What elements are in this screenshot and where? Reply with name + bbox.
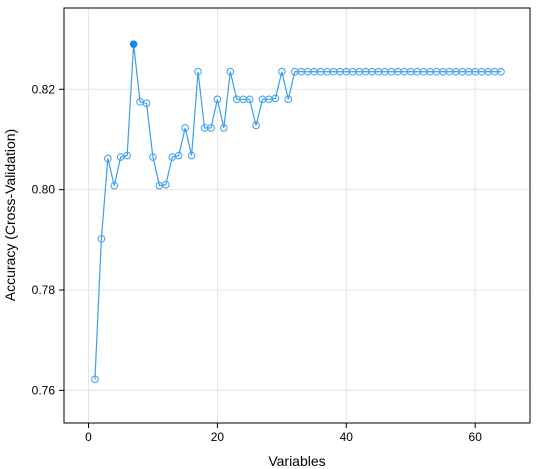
y-tick-label: 0.80 xyxy=(32,183,56,197)
best-accuracy-point xyxy=(129,40,138,48)
y-tick-label: 0.76 xyxy=(32,383,56,397)
x-tick-label: 20 xyxy=(211,430,225,444)
data-point xyxy=(226,67,235,76)
data-point xyxy=(181,124,189,132)
data-point xyxy=(207,124,215,132)
data-point xyxy=(97,235,106,243)
data-point xyxy=(104,154,112,163)
data-points-group xyxy=(91,40,505,384)
x-tick-label: 0 xyxy=(85,430,92,444)
data-point xyxy=(110,181,119,190)
data-point xyxy=(220,124,228,132)
grid-lines xyxy=(64,8,530,423)
y-axis-title: Accuracy (Cross-Validation) xyxy=(2,129,18,301)
data-point xyxy=(497,67,505,76)
data-point xyxy=(245,95,254,104)
y-tick-label: 0.82 xyxy=(32,82,56,96)
x-tick-label: 40 xyxy=(340,430,354,444)
data-point xyxy=(284,95,293,104)
data-point xyxy=(174,151,183,160)
x-axis-title: Variables xyxy=(268,453,325,469)
data-point xyxy=(149,153,157,161)
data-point xyxy=(278,67,286,76)
data-point xyxy=(123,151,131,160)
y-tick-label: 0.78 xyxy=(32,283,56,297)
axis-ticks: 0 20 40 60 0.76 0.78 0.80 0.82 xyxy=(32,82,483,444)
plot-frame xyxy=(63,7,531,424)
data-point xyxy=(252,121,260,130)
data-point xyxy=(271,94,280,103)
data-point xyxy=(187,151,196,160)
data-point xyxy=(162,180,170,189)
data-point xyxy=(142,99,151,108)
data-point xyxy=(91,375,99,384)
x-tick-label: 60 xyxy=(469,430,483,444)
data-point xyxy=(213,95,222,104)
data-point xyxy=(194,67,202,76)
